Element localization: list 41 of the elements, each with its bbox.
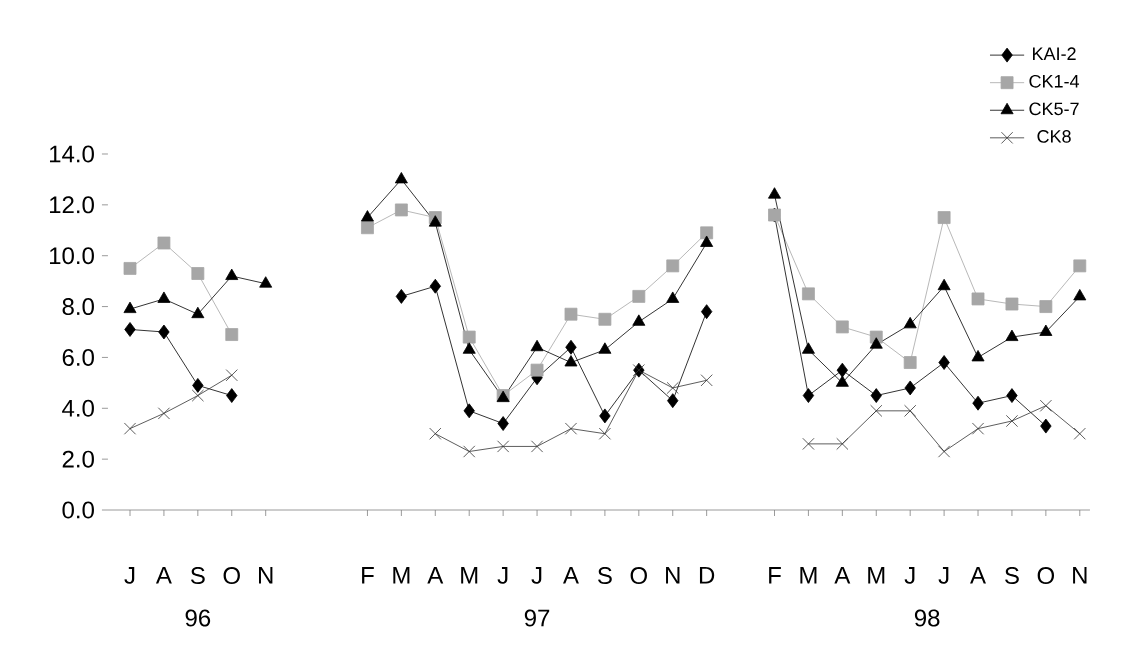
y-tick-label: 4.0: [62, 399, 94, 417]
legend-label: CK8: [1037, 130, 1071, 143]
text: 96: [185, 609, 211, 627]
legend-label: CK1-4: [1029, 74, 1080, 88]
x-tick-label: S: [1005, 567, 1019, 585]
x-tick-label: M: [800, 567, 817, 584]
x-tick-label: A: [834, 567, 851, 584]
x-tick-label: J: [497, 567, 508, 584]
x-tick-label: J: [531, 567, 542, 584]
x-tick-label: M: [393, 567, 410, 584]
y-tick-label: 6.0: [62, 348, 94, 366]
x-tick-label: N: [259, 567, 273, 584]
x-tick-label: A: [970, 567, 986, 584]
legend-label: CK5-7: [1029, 102, 1079, 116]
x-tick-label: F: [362, 567, 374, 584]
x-tick-label: M: [868, 567, 885, 584]
x-tick-label: O: [223, 567, 240, 585]
x-tick-label: A: [155, 567, 172, 584]
x-tick-label: J: [938, 567, 949, 584]
y-tick-label: 14.0: [49, 145, 94, 163]
text: 98: [914, 609, 940, 627]
y-tick-label: 8.0: [62, 298, 94, 316]
x-tick-label: F: [769, 567, 781, 584]
x-tick-label: S: [597, 567, 612, 585]
x-tick-label: M: [461, 567, 478, 584]
x-tick-label: N: [1073, 567, 1087, 584]
x-tick-label: J: [904, 567, 915, 584]
text: 97: [524, 609, 550, 627]
x-tick-label: A: [563, 567, 579, 584]
x-tick-label: J: [124, 567, 135, 584]
y-tick-label: 12.0: [49, 196, 94, 214]
x-tick-label: O: [630, 567, 647, 585]
y-tick-label: 0.0: [62, 501, 94, 519]
x-tick-label: N: [666, 567, 680, 584]
y-tick-label: 2.0: [62, 450, 94, 468]
x-tick-label: O: [1037, 567, 1055, 585]
legend-label: KAI-2: [1033, 47, 1076, 60]
x-tick-label: S: [190, 567, 205, 585]
x-tick-label: A: [427, 567, 444, 584]
x-tick-label: D: [699, 567, 715, 584]
y-tick-label: 10.0: [49, 247, 94, 265]
